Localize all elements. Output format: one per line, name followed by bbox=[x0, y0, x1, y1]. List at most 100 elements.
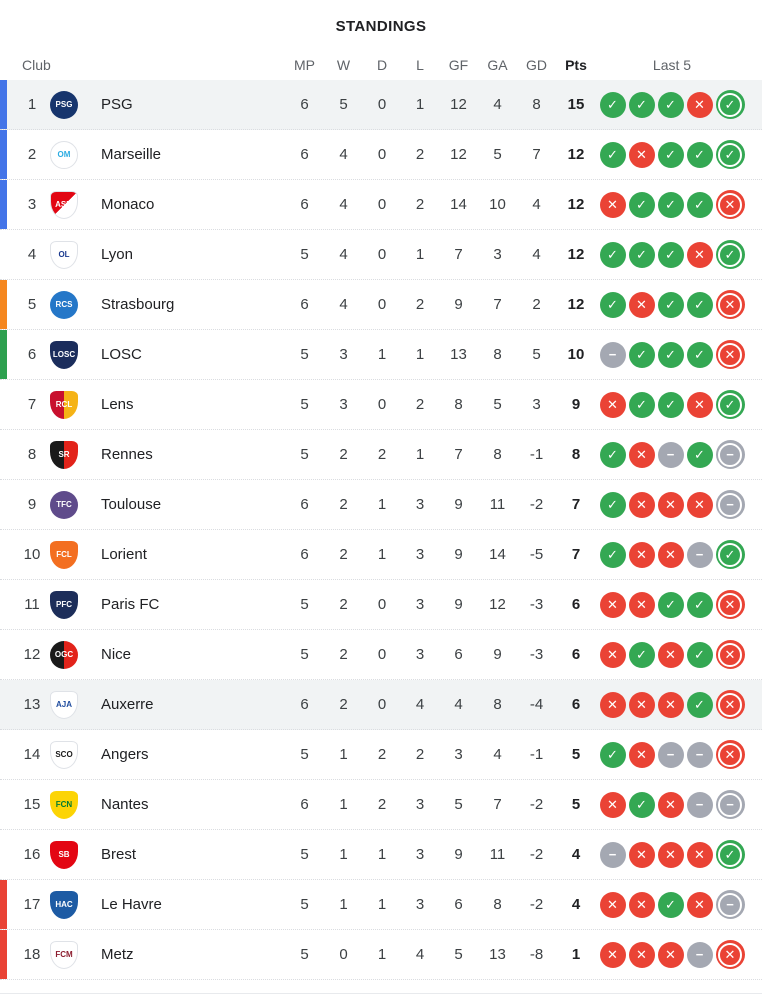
table-row[interactable]: 10 FCL Lorient 6 2 1 3 9 14 -5 7 ✓ ✕ ✕ − ✓ bbox=[0, 530, 762, 580]
stat-w: 2 bbox=[339, 496, 348, 513]
table-row[interactable]: 6 LOSC LOSC 5 3 1 1 13 8 5 10 − ✓ ✓ ✓ ✕ bbox=[0, 330, 762, 380]
table-row[interactable]: 16 SB Brest 5 1 1 3 9 11 -2 4 − ✕ ✕ ✕ ✓ bbox=[0, 830, 762, 880]
table-row[interactable]: 17 HAC Le Havre 5 1 1 3 6 8 -2 4 ✕ ✕ ✓ ✕ − bbox=[0, 880, 762, 930]
table-row[interactable]: 1 PSG PSG 6 5 0 1 12 4 8 15 ✓ ✓ ✓ ✕ ✓ bbox=[0, 80, 762, 130]
table-row[interactable]: 11 PFC Paris FC 5 2 0 3 9 12 -3 6 ✕ ✕ ✓ ✓ ✕ bbox=[0, 580, 762, 630]
table-row[interactable]: 12 OGC Nice 5 2 0 3 6 9 -3 6 ✕ ✓ ✕ ✓ ✕ bbox=[0, 630, 762, 680]
table-row[interactable]: 9 TFC Toulouse 6 2 1 3 9 11 -2 7 ✓ ✕ ✕ ✕ − bbox=[0, 480, 762, 530]
stat-pts: 12 bbox=[567, 146, 585, 163]
win-icon: ✓ bbox=[599, 241, 626, 268]
club-name: Nantes bbox=[101, 796, 149, 813]
rank: 18 bbox=[23, 946, 41, 963]
loss-icon: ✕ bbox=[628, 591, 655, 618]
stat-l: 2 bbox=[415, 396, 425, 413]
loss-icon: ✕ bbox=[686, 491, 713, 518]
win-icon: ✓ bbox=[686, 591, 713, 618]
table-row[interactable]: 7 RCL Lens 5 3 0 2 8 5 3 9 ✕ ✓ ✓ ✕ ✓ bbox=[0, 380, 762, 430]
last5-results: ✕ ✕ ✓ ✕ − bbox=[596, 890, 748, 919]
win-icon: ✓ bbox=[715, 390, 745, 419]
stat-gf: 14 bbox=[450, 196, 467, 213]
stat-w: 2 bbox=[339, 446, 348, 463]
stat-w: 3 bbox=[339, 396, 348, 413]
win-icon: ✓ bbox=[657, 391, 684, 418]
qualification-indicator bbox=[0, 930, 7, 979]
stat-l: 3 bbox=[415, 846, 425, 863]
table-row[interactable]: 4 OL Lyon 5 4 0 1 7 3 4 12 ✓ ✓ ✓ ✕ ✓ bbox=[0, 230, 762, 280]
stat-l: 2 bbox=[415, 746, 425, 763]
win-icon: ✓ bbox=[628, 391, 655, 418]
rank: 7 bbox=[27, 396, 37, 413]
stat-pts: 4 bbox=[571, 896, 581, 913]
stat-pts: 15 bbox=[567, 96, 585, 113]
club-name: Marseille bbox=[101, 146, 162, 163]
draw-icon: − bbox=[715, 890, 745, 919]
table-row[interactable]: 2 OM Marseille 6 4 0 2 12 5 7 12 ✓ ✕ ✓ ✓ ✓ bbox=[0, 130, 762, 180]
stat-d: 0 bbox=[377, 646, 387, 663]
table-row[interactable]: 13 AJA Auxerre 6 2 0 4 4 8 -4 6 ✕ ✕ ✕ ✓ ✕ bbox=[0, 680, 762, 730]
table-row[interactable]: 14 SCO Angers 5 1 2 2 3 4 -1 5 ✓ ✕ − − ✕ bbox=[0, 730, 762, 780]
table-row[interactable]: 18 FCM Metz 5 0 1 4 5 13 -8 1 ✕ ✕ ✕ − ✕ bbox=[0, 930, 762, 980]
stat-mp: 5 bbox=[300, 946, 309, 963]
stat-ga: 5 bbox=[493, 396, 502, 413]
stat-w: 2 bbox=[339, 646, 348, 663]
club-logo-icon: OM bbox=[50, 140, 78, 169]
stat-gf: 13 bbox=[450, 346, 467, 363]
stat-w: 4 bbox=[339, 146, 348, 163]
loss-icon: ✕ bbox=[628, 891, 655, 918]
club-name: Lyon bbox=[101, 246, 133, 263]
stat-ga: 3 bbox=[493, 246, 502, 263]
club-name: Nice bbox=[101, 646, 132, 663]
draw-icon: − bbox=[715, 440, 745, 469]
win-icon: ✓ bbox=[657, 91, 684, 118]
stat-w: 1 bbox=[339, 746, 348, 763]
column-header-gf: GF bbox=[448, 57, 469, 73]
stat-mp: 6 bbox=[300, 296, 309, 313]
win-icon: ✓ bbox=[628, 91, 655, 118]
stat-ga: 8 bbox=[493, 696, 502, 713]
win-icon: ✓ bbox=[599, 741, 626, 768]
column-header-pts: Pts bbox=[565, 57, 587, 73]
last5-results: ✕ ✕ ✕ − ✕ bbox=[596, 940, 748, 969]
stat-gf: 12 bbox=[450, 96, 467, 113]
table-row[interactable]: 5 RCS Strasbourg 6 4 0 2 9 7 2 12 ✓ ✕ ✓ ✓ ✕ bbox=[0, 280, 762, 330]
draw-icon: − bbox=[686, 741, 713, 768]
loss-icon: ✕ bbox=[657, 941, 684, 968]
stat-ga: 4 bbox=[493, 746, 502, 763]
stat-d: 1 bbox=[377, 546, 387, 563]
stat-gf: 3 bbox=[454, 746, 463, 763]
stat-pts: 4 bbox=[571, 846, 581, 863]
stat-w: 2 bbox=[339, 596, 348, 613]
stat-gd: 5 bbox=[532, 346, 541, 363]
stat-mp: 5 bbox=[300, 896, 309, 913]
stat-w: 3 bbox=[339, 346, 348, 363]
loss-icon: ✕ bbox=[715, 340, 745, 369]
draw-icon: − bbox=[599, 341, 626, 368]
stat-gd: -1 bbox=[529, 746, 544, 763]
stat-gd: -3 bbox=[529, 596, 544, 613]
last5-results: ✕ ✕ ✓ ✓ ✕ bbox=[596, 590, 748, 619]
loss-icon: ✕ bbox=[628, 741, 655, 768]
loss-icon: ✕ bbox=[657, 641, 684, 668]
stat-l: 1 bbox=[415, 446, 425, 463]
club-logo-icon: TFC bbox=[50, 490, 78, 519]
last5-results: ✓ ✕ ✕ − ✓ bbox=[596, 540, 748, 569]
last5-results: − ✕ ✕ ✕ ✓ bbox=[596, 840, 748, 869]
stat-w: 5 bbox=[339, 96, 348, 113]
stat-mp: 5 bbox=[300, 746, 309, 763]
table-row[interactable]: 3 ASM Monaco 6 4 0 2 14 10 4 12 ✕ ✓ ✓ ✓ ✕ bbox=[0, 180, 762, 230]
table-row[interactable]: 15 FCN Nantes 6 1 2 3 5 7 -2 5 ✕ ✓ ✕ − − bbox=[0, 780, 762, 830]
stat-d: 1 bbox=[377, 896, 387, 913]
loss-icon: ✕ bbox=[715, 940, 745, 969]
win-icon: ✓ bbox=[599, 441, 626, 468]
stat-l: 4 bbox=[415, 946, 425, 963]
club-name: Toulouse bbox=[101, 496, 162, 513]
win-icon: ✓ bbox=[715, 840, 745, 869]
column-header-last5: Last 5 bbox=[652, 57, 692, 73]
stat-l: 3 bbox=[415, 896, 425, 913]
last5-results: ✓ ✕ ✓ ✓ ✓ bbox=[596, 140, 748, 169]
table-row[interactable]: 8 SR Rennes 5 2 2 1 7 8 -1 8 ✓ ✕ − ✓ − bbox=[0, 430, 762, 480]
draw-icon: − bbox=[686, 791, 713, 818]
stat-gf: 6 bbox=[454, 646, 463, 663]
rank: 15 bbox=[23, 796, 41, 813]
stat-w: 1 bbox=[339, 896, 348, 913]
